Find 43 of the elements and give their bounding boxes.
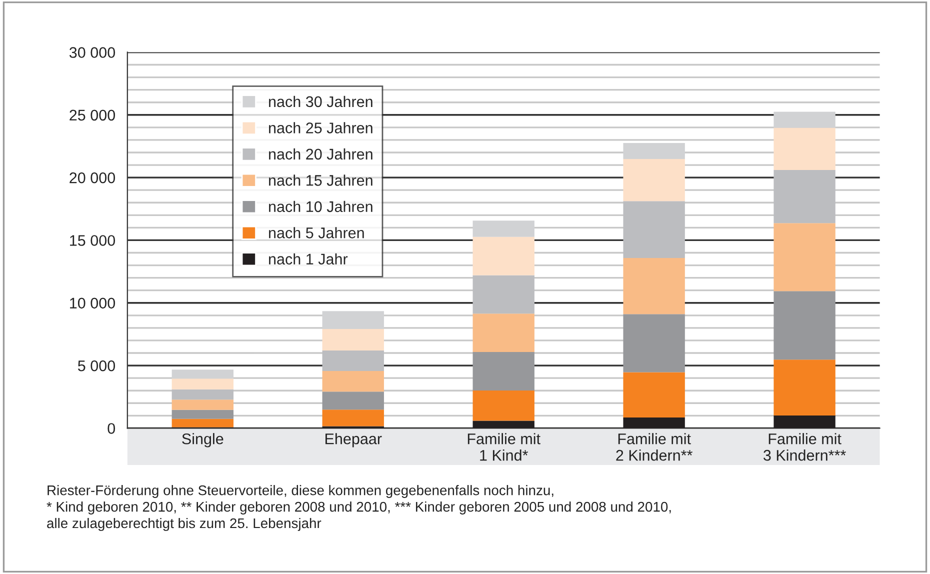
bar	[472, 420, 534, 428]
legend-label: nach 5 Jahren	[269, 227, 364, 238]
y-tick-label: 25 000	[70, 110, 116, 121]
bar	[774, 291, 836, 360]
bar	[322, 392, 384, 410]
legend-label: nach 15 Jahren	[269, 174, 372, 186]
bar	[623, 418, 685, 428]
y-tick-label: 0	[108, 423, 116, 434]
bar	[472, 390, 534, 421]
bar	[172, 400, 234, 410]
bar	[774, 360, 836, 416]
text: Riester-Förderung ohne Steuervorteile, diese kommen gegebenenfalls noch hinzu, * Kind geboren 2010, ** Kinder geboren 2008 und 2010, *** Kinder geboren 2005 und 2008 und 2010, alle zulageberechtigt bis zum 25. Lebensjahr	[46, 485, 671, 531]
legend-label: nach 20 Jahren	[269, 148, 372, 160]
bar	[623, 159, 685, 202]
x-tick-label: Familie mit 2 Kindern**	[616, 433, 692, 461]
bar	[623, 372, 685, 418]
legend-label: nach 30 Jahren	[269, 96, 372, 108]
bar	[322, 371, 384, 392]
bar	[322, 328, 384, 351]
x-tick-label: Familie mit 3 Kindern***	[764, 433, 846, 461]
bar	[774, 223, 836, 292]
legend-label: nach 25 Jahren	[269, 122, 372, 134]
y-tick-label: 30 000	[69, 47, 116, 58]
bar	[472, 352, 534, 390]
bar	[172, 410, 234, 419]
bar	[472, 236, 534, 276]
bar	[472, 314, 534, 352]
bar	[322, 410, 384, 426]
y-tick-label: 5 000	[78, 360, 116, 372]
bar	[774, 128, 836, 170]
bar	[172, 378, 234, 390]
bar	[774, 416, 836, 428]
x-tick-label: Familie mit 1 Kind*	[468, 433, 540, 461]
bar	[172, 418, 234, 428]
bar	[623, 314, 685, 372]
bar	[623, 258, 685, 314]
y-tick-label: 10 000	[70, 298, 116, 309]
x-tick-label: Ehepaar	[325, 433, 382, 448]
legend-label: nach 1 Jahr	[269, 253, 348, 265]
legend-label: nach 10 Jahren	[269, 200, 372, 212]
y-tick-label: 20 000	[70, 172, 116, 184]
x-tick-label: Single	[182, 433, 224, 448]
y-tick-label: 15 000	[70, 235, 116, 246]
